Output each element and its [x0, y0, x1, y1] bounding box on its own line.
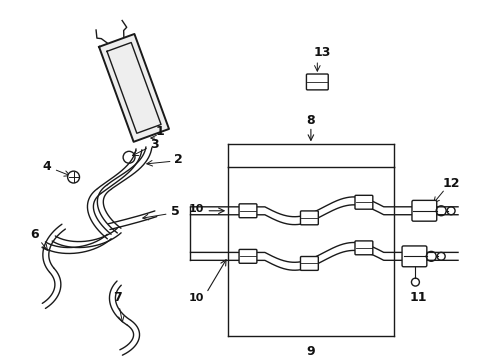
- FancyBboxPatch shape: [411, 201, 436, 221]
- FancyBboxPatch shape: [401, 246, 426, 267]
- FancyBboxPatch shape: [306, 74, 327, 90]
- Text: 13: 13: [313, 46, 330, 59]
- Text: 1: 1: [156, 125, 164, 138]
- FancyBboxPatch shape: [354, 195, 372, 209]
- Text: 5: 5: [171, 205, 180, 218]
- Polygon shape: [99, 34, 169, 142]
- Text: 2: 2: [174, 153, 183, 166]
- FancyBboxPatch shape: [354, 241, 372, 255]
- Text: 9: 9: [306, 345, 315, 358]
- Text: 8: 8: [306, 114, 315, 127]
- Text: 4: 4: [42, 160, 51, 173]
- Text: 12: 12: [442, 176, 459, 189]
- Text: 10: 10: [188, 204, 203, 214]
- Text: 10: 10: [188, 293, 203, 303]
- FancyBboxPatch shape: [300, 257, 318, 270]
- FancyBboxPatch shape: [239, 204, 256, 218]
- FancyBboxPatch shape: [239, 249, 256, 263]
- FancyBboxPatch shape: [300, 211, 318, 225]
- Text: 6: 6: [31, 228, 39, 241]
- Circle shape: [67, 171, 80, 183]
- Text: 11: 11: [409, 292, 427, 305]
- Text: 7: 7: [113, 292, 122, 305]
- Text: 3: 3: [150, 138, 159, 151]
